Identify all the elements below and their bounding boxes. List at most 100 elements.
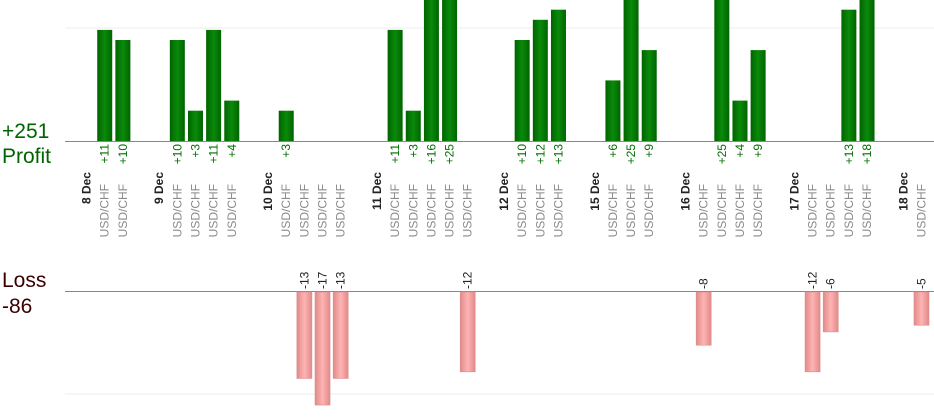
pair-label: USD/CHF (824, 184, 838, 237)
profit-value-label: +3 (188, 144, 202, 158)
pair-label: USD/CHF (424, 184, 438, 237)
profit-bar (750, 50, 766, 141)
date-label: 18 Dec (896, 172, 910, 211)
pair-label: USD/CHF (297, 184, 311, 237)
profit-bar (514, 40, 530, 141)
date-label: 16 Dec (679, 172, 693, 211)
profit-bar (641, 50, 657, 141)
pair-label: USD/CHF (515, 184, 529, 237)
profit-value-label: +6 (606, 144, 620, 158)
profit-bar (732, 100, 748, 141)
profit-bar (714, 0, 730, 141)
profit-bar (405, 110, 421, 141)
pair-label: USD/CHF (842, 184, 856, 237)
loss-bar (913, 291, 930, 326)
profit-bar (859, 0, 875, 142)
pair-label: USD/CHF (207, 184, 221, 237)
pair-label: USD/CHF (551, 184, 565, 237)
date-label: 11 Dec (370, 172, 384, 210)
profit-label: Profit (2, 145, 51, 168)
pair-label: USD/CHF (461, 184, 475, 237)
loss-bar (695, 291, 712, 346)
pair-label: USD/CHF (98, 184, 112, 237)
profit-bar (841, 9, 857, 142)
profit-bar (442, 0, 458, 141)
profit-value-label: +10 (515, 144, 529, 165)
profit-value-label: +12 (533, 144, 547, 165)
loss-bar (314, 291, 331, 406)
loss-value-label: -12 (806, 271, 820, 289)
profit-value-label: +4 (225, 144, 239, 158)
profit-value-label: +11 (98, 144, 112, 164)
pair-label: USD/CHF (806, 184, 820, 237)
profit-bar (423, 0, 439, 142)
loss-value-label: -13 (297, 271, 311, 289)
date-label: 9 Dec (152, 172, 166, 204)
date-label: 15 Dec (588, 172, 602, 211)
profit-bar (623, 0, 639, 141)
profit-value-label: +25 (624, 144, 638, 165)
pair-label: USD/CHF (860, 184, 874, 237)
loss-value-label: -6 (824, 278, 838, 289)
profit-value-label: +3 (279, 144, 293, 158)
profit-bar (206, 29, 222, 141)
profit-value-label: +13 (842, 144, 856, 165)
profit-bar (532, 19, 548, 141)
profit-value-label: +25 (715, 144, 729, 165)
profit-total-value: +251 (2, 120, 49, 143)
pair-label: USD/CHF (733, 184, 747, 237)
loss-value-label: -8 (697, 278, 711, 289)
loss-value-label: -5 (914, 278, 928, 289)
profit-bar (278, 110, 294, 141)
pair-label: USD/CHF (642, 184, 656, 237)
pair-label: USD/CHF (170, 184, 184, 237)
date-label: 10 Dec (261, 172, 275, 211)
date-label: 17 Dec (787, 172, 801, 211)
profit-value-label: +16 (424, 144, 438, 165)
pair-label: USD/CHF (751, 184, 765, 237)
loss-bar (804, 291, 821, 373)
profit-bar (187, 110, 203, 141)
profit-value-label: +3 (406, 144, 420, 158)
profit-bar (387, 29, 403, 141)
pair-label: USD/CHF (334, 184, 348, 237)
loss-total-value: -86 (2, 295, 32, 318)
profit-bar (97, 29, 113, 141)
pair-label: USD/CHF (715, 184, 729, 237)
pair-label: USD/CHF (116, 184, 130, 237)
profit-value-label: +9 (751, 144, 765, 158)
date-label: 12 Dec (497, 172, 511, 211)
pair-label: USD/CHF (443, 184, 457, 237)
pair-label: USD/CHF (279, 184, 293, 237)
profit-value-label: +11 (388, 144, 402, 164)
profit-value-label: +10 (116, 144, 130, 165)
profit-value-label: +9 (642, 144, 656, 158)
pair-label: USD/CHF (533, 184, 547, 237)
profit-value-label: +11 (207, 144, 221, 164)
profit-value-label: +13 (551, 144, 565, 165)
profit-bar (550, 9, 566, 142)
pair-label: USD/CHF (697, 184, 711, 237)
profit-value-label: +25 (443, 144, 457, 165)
profit-value-label: +4 (733, 144, 747, 158)
loss-bar (822, 291, 839, 333)
loss-bar (296, 291, 313, 379)
loss-label: Loss (2, 269, 46, 292)
profit-bar (605, 80, 621, 141)
pair-label: USD/CHF (316, 184, 330, 237)
profit-value-label: +10 (170, 144, 184, 165)
loss-bar (332, 291, 349, 379)
pair-label: USD/CHF (188, 184, 202, 237)
chart-marks: 8 Dec USD/CHF +11 USD/CHF +10 9 Dec USD/CHF +10… (80, 0, 930, 406)
pair-label: USD/CHF (406, 184, 420, 237)
pair-label: USD/CHF (606, 184, 620, 237)
gridlines (65, 27, 934, 395)
pair-label: USD/CHF (624, 184, 638, 237)
pair-label: USD/CHF (388, 184, 402, 237)
loss-value-label: -12 (461, 271, 475, 289)
loss-bar (459, 291, 476, 373)
pair-label: USD/CHF (225, 184, 239, 237)
loss-value-label: -17 (316, 271, 330, 289)
date-label: 8 Dec (80, 172, 94, 204)
